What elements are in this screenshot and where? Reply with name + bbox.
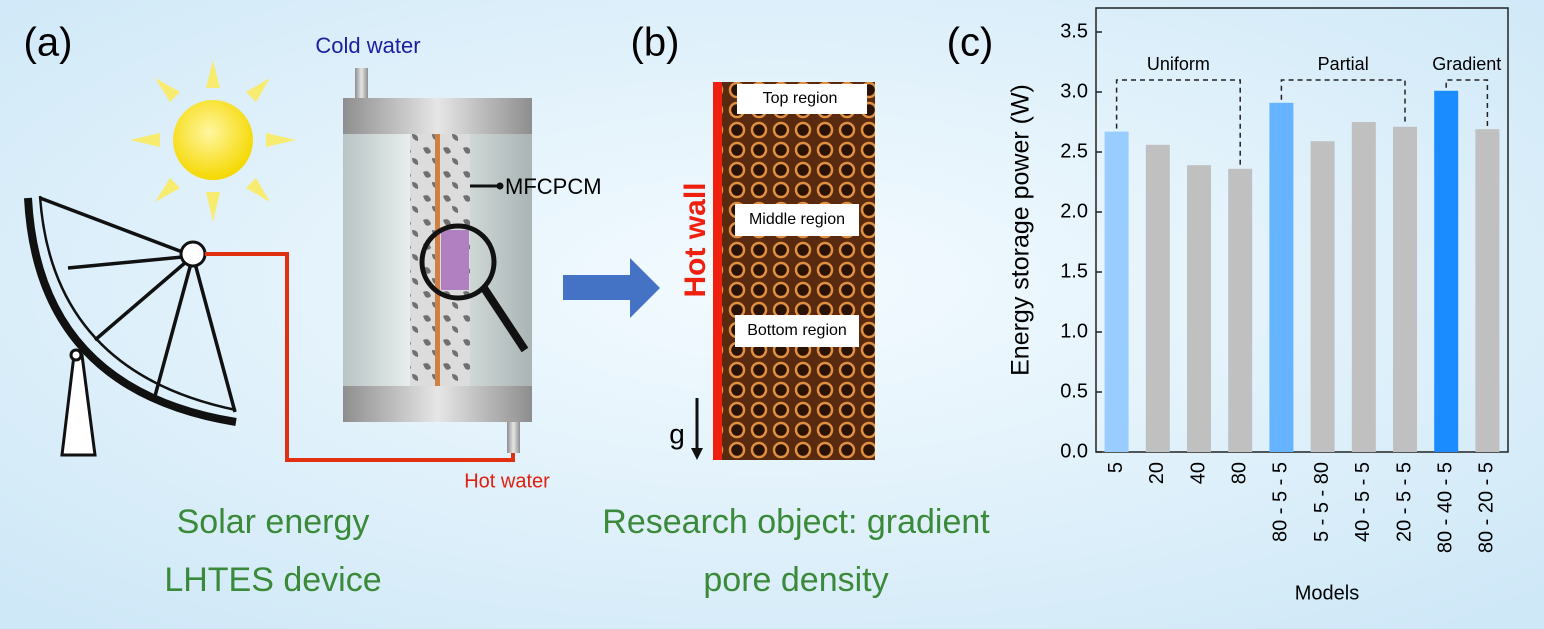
hot-water-label: Hot water (464, 470, 550, 492)
arrow (563, 258, 660, 318)
y-tick-label: 2.5 (1060, 140, 1088, 162)
group-bracket (1115, 79, 1241, 166)
pipe (205, 252, 515, 462)
group-bracket (1280, 79, 1406, 124)
y-axis-title: Energy storage power (W) (1007, 84, 1035, 376)
gravity-arrow-head (691, 448, 703, 460)
y-tick-label: 0.5 (1060, 380, 1088, 402)
caption: LHTES device (164, 561, 381, 599)
y-tick-label: 2.0 (1060, 200, 1088, 222)
bar (1269, 102, 1294, 453)
caption: Solar energy (177, 503, 370, 541)
x-axis-title: Models (1295, 582, 1359, 604)
x-tick-label: 20 - 5 - 5 (1393, 462, 1415, 542)
x-tick-label: 5 (1105, 462, 1127, 473)
bar (1145, 144, 1170, 453)
region-label: Bottom region (747, 322, 847, 339)
region-label: Top region (763, 90, 838, 107)
bar (1351, 122, 1376, 452)
bar (1475, 129, 1500, 452)
bar (1434, 90, 1459, 453)
x-tick-label: 80 (1228, 462, 1250, 484)
y-tick-label: 0.0 (1060, 440, 1088, 462)
bar (1310, 141, 1335, 452)
y-tick-label: 3.0 (1060, 80, 1088, 102)
panel-label: (b) (631, 21, 680, 65)
x-tick-label: 40 (1187, 462, 1209, 484)
x-tick-label: 80 - 20 - 5 (1476, 462, 1498, 553)
bar (1228, 168, 1253, 453)
plot-frame (1095, 7, 1509, 453)
x-tick-label: 20 (1146, 462, 1168, 484)
x-tick-label: 40 - 5 - 5 (1352, 462, 1374, 542)
panel-label: (c) (947, 21, 994, 65)
tank (343, 68, 532, 453)
group-label: Uniform (1147, 54, 1210, 74)
x-tick-label: 80 - 5 - 5 (1270, 462, 1292, 542)
x-tick-label: 80 - 40 - 5 (1434, 462, 1456, 553)
dish (24, 195, 237, 457)
group-bracket (1445, 79, 1489, 127)
bar (1393, 126, 1417, 453)
y-tick-label: 3.5 (1060, 20, 1088, 42)
region-box (735, 315, 859, 347)
bar (1187, 165, 1211, 452)
caption: Research object: gradient (602, 503, 990, 541)
y-tick-label: 1.5 (1060, 260, 1088, 282)
y-tick-label: 1.0 (1060, 320, 1088, 342)
region-label: Middle region (749, 211, 845, 228)
foam-image (721, 82, 875, 460)
bar (1104, 131, 1129, 452)
region-box (737, 84, 867, 114)
group-label: Gradient (1432, 54, 1501, 74)
panel-label: (a) (24, 21, 73, 65)
x-tick-label: 5 - 5 - 80 (1311, 462, 1333, 542)
region-box (735, 204, 859, 236)
hot-wall-label: Hot wall (679, 182, 712, 297)
sun (130, 60, 296, 222)
group-label: Partial (1318, 54, 1369, 74)
mfcpcm-label: MFCPCM (505, 174, 602, 199)
gravity-label: g (669, 418, 685, 449)
cold-water-label: Cold water (315, 33, 420, 58)
hot-wall (713, 82, 722, 460)
bar-chart: 0.0 0.5 1.0 1.5 2.0 2.5 3.0 3.5 5 20 40 80 80 - 5 - … (1060, 7, 1509, 553)
caption: pore density (703, 561, 888, 599)
